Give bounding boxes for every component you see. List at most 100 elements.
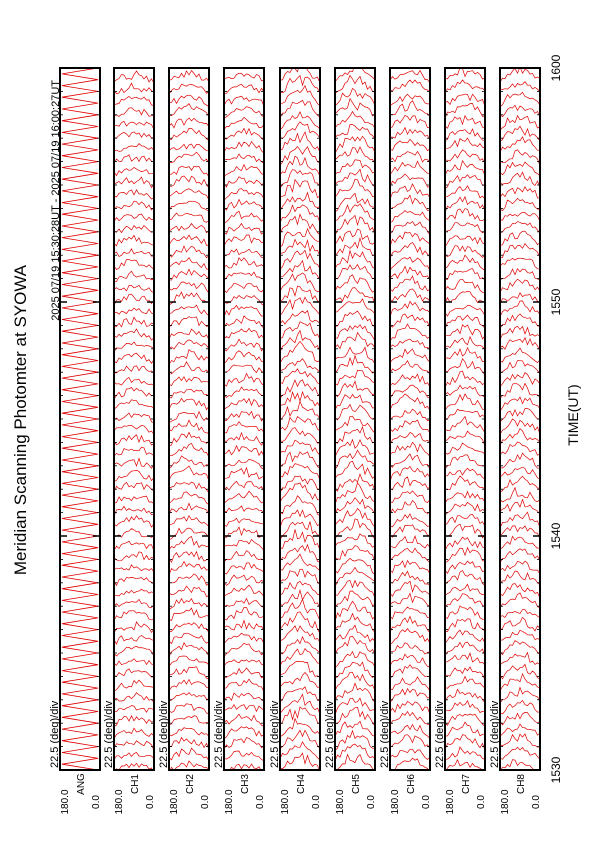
- scan-profile: [169, 304, 209, 317]
- scan-profile: [335, 380, 375, 398]
- scan-profile: [169, 328, 209, 341]
- scan-profile: [114, 352, 154, 364]
- scan-profile: [500, 733, 540, 748]
- scan-profile: [390, 221, 430, 236]
- scan-profile: [169, 632, 209, 645]
- scan-profile: [114, 551, 154, 562]
- scan-profile: [390, 288, 430, 302]
- scan-profile: [224, 257, 264, 269]
- scan-profile: [335, 650, 375, 669]
- scan-profile: [445, 137, 485, 150]
- scan-profile: [500, 278, 540, 293]
- scan-profile: [390, 408, 430, 422]
- scan-profile: [114, 399, 154, 410]
- scan-profile: [114, 107, 154, 117]
- panel: 180.0 0.0 CH6 22.5 (deg)/div: [379, 67, 432, 815]
- panel-scale: 22.5 (deg)/div: [269, 700, 281, 768]
- scan-profile: [500, 629, 540, 641]
- panel: 180.0 0.0 CH3 22.5 (deg)/div: [213, 67, 266, 815]
- panel-label: ANG: [76, 773, 87, 795]
- scan-profile: [169, 94, 209, 108]
- scan-profile: [335, 178, 375, 198]
- panel-frame: [279, 67, 321, 771]
- scan-profile: [280, 155, 320, 177]
- scan-profile: [169, 491, 209, 505]
- scan-profile: [169, 692, 209, 702]
- scan-profile: [390, 79, 430, 93]
- scan-profile: [390, 615, 430, 634]
- scan-profile: [224, 397, 264, 410]
- scan-profile: [335, 87, 375, 106]
- scan-profile: [445, 593, 485, 608]
- y-tick-label: 0.0: [255, 795, 266, 809]
- scan-profile: [169, 585, 209, 597]
- traces: [224, 72, 264, 770]
- scan-profile: [335, 403, 375, 421]
- scan-profile: [335, 68, 375, 83]
- scan-profile: [169, 165, 209, 178]
- scan-profile: [335, 545, 375, 563]
- scan-profile: [390, 642, 430, 655]
- scan-profile: [280, 671, 320, 688]
- panel-frame: [59, 67, 101, 771]
- scan-profile: [390, 384, 430, 399]
- scan-profile: [390, 348, 430, 363]
- scan-profile: [169, 655, 209, 667]
- panel: 180.0 0.0 CH8 22.5 (deg)/div: [489, 67, 542, 815]
- scan-profile: [114, 645, 154, 657]
- scan-profile: [500, 81, 540, 93]
- traces: [500, 68, 540, 770]
- scan-profile: [169, 481, 209, 494]
- panel-label: CH3: [240, 774, 251, 794]
- scan-profile: [390, 432, 430, 446]
- scan-profile: [445, 149, 485, 165]
- scan-profile: [335, 124, 375, 140]
- scan-profile: [335, 274, 375, 293]
- scan-profile: [224, 234, 264, 246]
- scan-profile: [224, 140, 264, 154]
- y-tick-label: 0.0: [531, 795, 542, 809]
- scan-profile: [390, 710, 430, 726]
- scan-profile: [335, 566, 375, 587]
- scan-profile: [445, 415, 485, 434]
- chart-title: Meridian Scanning Photomter at SYOWA: [11, 264, 30, 575]
- scan-profile: [445, 208, 485, 222]
- scan-profile: [114, 285, 154, 294]
- scan-profile: [500, 197, 540, 211]
- scan-profile: [224, 667, 264, 679]
- y-tick-label: 0.0: [200, 795, 211, 809]
- scan-profile: [169, 268, 209, 281]
- scan-profile: [114, 270, 154, 283]
- scan-profile: [169, 410, 209, 424]
- scan-profile: [114, 598, 154, 608]
- scan-profile: [335, 110, 375, 129]
- scan-profile: [169, 597, 209, 611]
- scan-profile: [390, 419, 430, 434]
- scan-profile: [500, 372, 540, 388]
- scan-profile: [114, 588, 154, 597]
- scan-profile: [224, 550, 264, 563]
- scan-profile: [169, 151, 209, 164]
- scan-profile: [224, 372, 264, 387]
- scan-profile: [280, 329, 320, 353]
- scan-profile: [224, 444, 264, 457]
- scan-profile: [114, 540, 154, 552]
- scan-profile: [280, 191, 320, 212]
- scan-profile: [335, 135, 375, 154]
- scan-profile: [500, 609, 540, 619]
- scan-profile: [114, 621, 154, 634]
- scan-profile: [169, 703, 209, 715]
- scan-profile: [280, 611, 320, 634]
- scan-profile: [335, 518, 375, 540]
- scan-profile: [224, 95, 264, 107]
- scan-profile: [390, 687, 430, 703]
- scan-profile: [390, 748, 430, 760]
- scan-profile: [224, 315, 264, 329]
- scan-profile: [390, 373, 430, 388]
- scan-profile: [114, 469, 154, 482]
- traces: [280, 68, 320, 770]
- scan-profile: [114, 740, 154, 751]
- scan-profile: [445, 278, 485, 294]
- scan-profile: [335, 369, 375, 386]
- scan-profile: [169, 550, 209, 563]
